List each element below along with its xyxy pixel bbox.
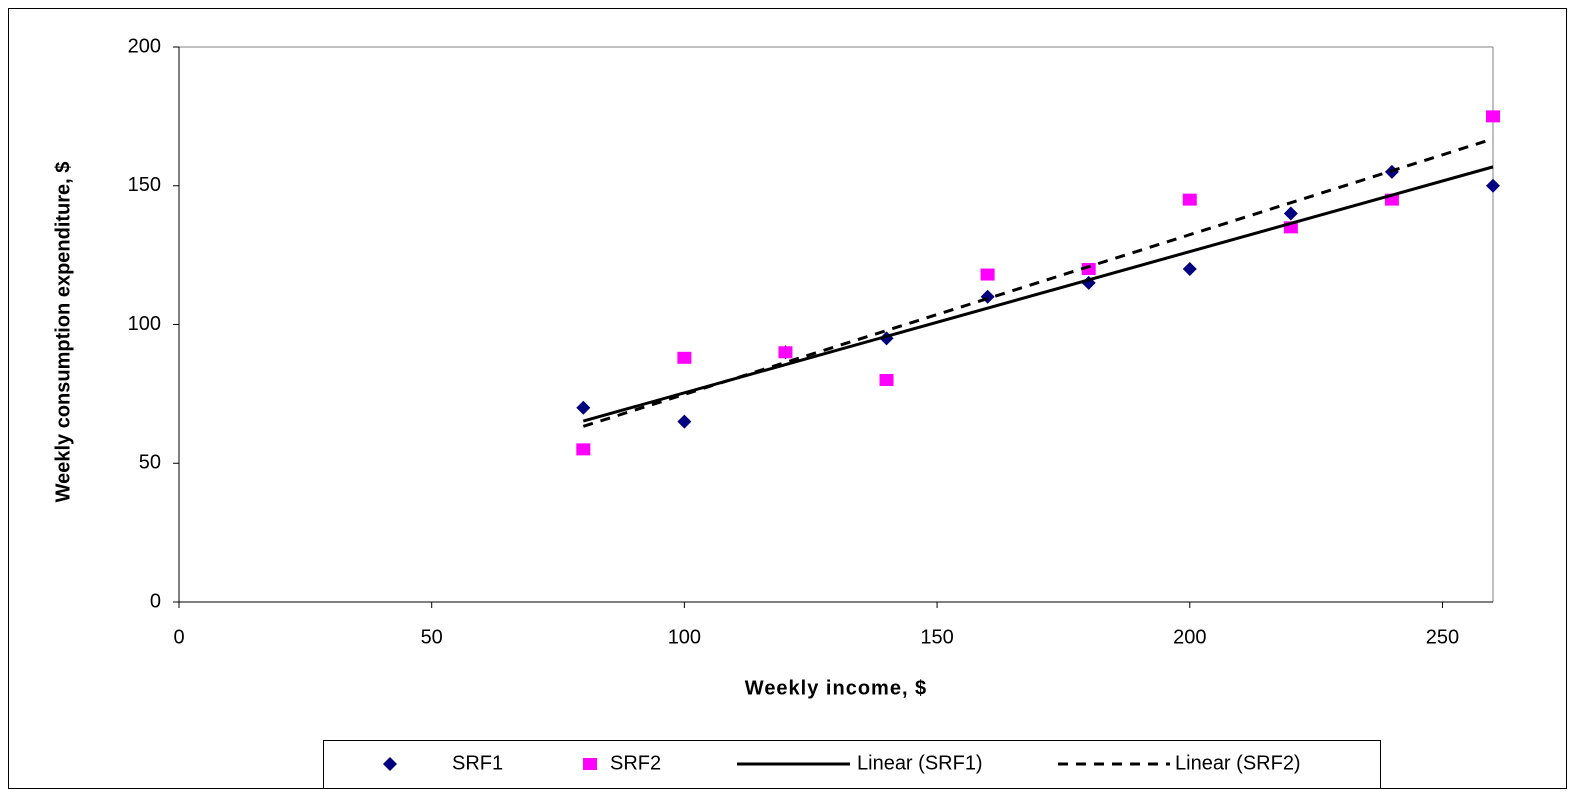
y-axis-label: Weekly consumption expenditure, $ xyxy=(52,162,74,503)
data-point xyxy=(576,443,591,456)
data-point xyxy=(576,400,591,415)
legend xyxy=(323,740,1381,789)
x-tick-label: 200 xyxy=(1173,626,1206,648)
legend-label: SRF1 xyxy=(452,752,503,774)
x-tick-label: 100 xyxy=(668,626,701,648)
data-point xyxy=(980,268,995,281)
legend-label: Linear (SRF1) xyxy=(857,752,983,774)
legend-label: SRF2 xyxy=(610,752,661,774)
data-point xyxy=(879,374,894,386)
data-point xyxy=(677,414,692,429)
legend-symbol xyxy=(383,757,397,771)
x-axis-label: Weekly income, $ xyxy=(745,677,927,699)
x-tick-label: 150 xyxy=(920,626,953,648)
x-tick-label: 50 xyxy=(421,626,443,648)
trend-line xyxy=(582,165,1494,423)
data-point xyxy=(778,346,793,359)
trend-line xyxy=(582,137,1494,428)
y-tick-label: 150 xyxy=(128,174,161,196)
data-point xyxy=(1283,206,1298,221)
y-tick-label: 200 xyxy=(128,35,161,57)
chart-border xyxy=(8,8,1567,789)
x-tick-label: 0 xyxy=(173,626,184,648)
legend-label: Linear (SRF2) xyxy=(1175,752,1301,774)
x-tick-label: 250 xyxy=(1426,626,1459,648)
data-point xyxy=(677,351,692,364)
data-point xyxy=(1182,262,1197,276)
data-point xyxy=(1486,178,1500,193)
data-point xyxy=(1182,193,1197,206)
y-tick-label: 50 xyxy=(139,452,161,474)
y-tick-label: 0 xyxy=(150,590,161,612)
y-tick-label: 100 xyxy=(128,313,161,335)
data-point xyxy=(1081,263,1096,275)
legend-symbol xyxy=(583,758,597,770)
data-point xyxy=(1486,110,1500,123)
